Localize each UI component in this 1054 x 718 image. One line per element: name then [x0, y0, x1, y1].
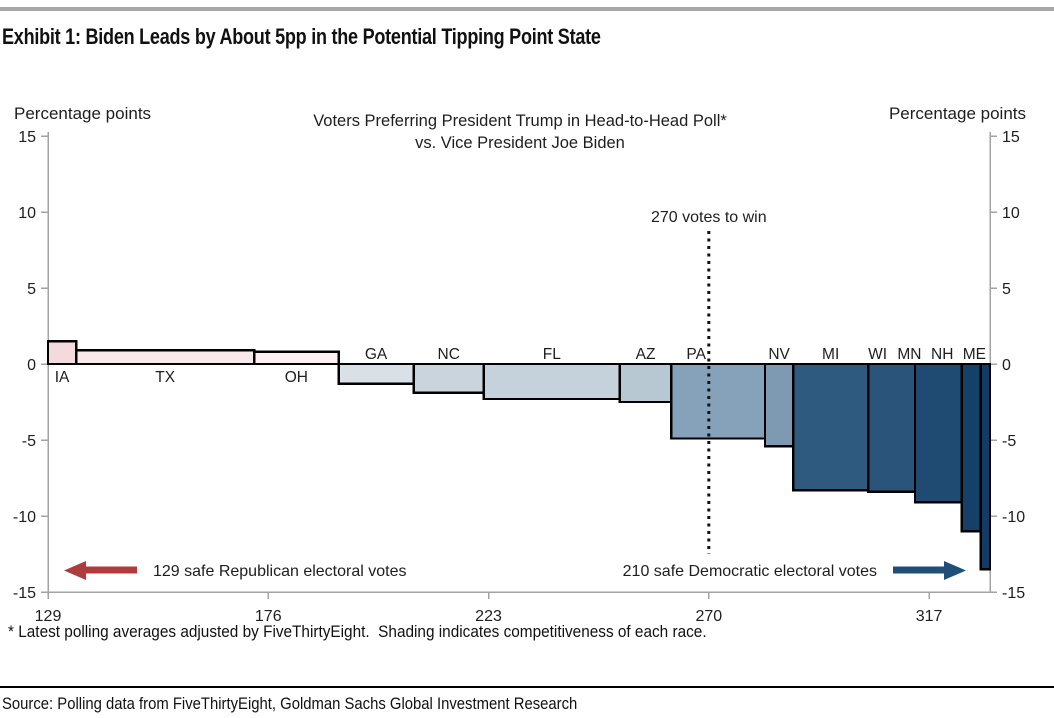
bar-wi — [866, 362, 917, 493]
bar-az — [618, 362, 673, 404]
state-label-ga: GA — [365, 346, 388, 363]
source-line: Source: Polling data from FiveThirtyEigh… — [2, 695, 578, 713]
state-label-nc: NC — [438, 346, 460, 363]
y-tick-label-right: 0 — [1002, 357, 1011, 374]
state-label-ia: IA — [55, 369, 70, 386]
bottom-divider — [0, 686, 1054, 688]
left-axis-title: Percentage points — [14, 104, 151, 123]
chart-subtitle-line2: vs. Vice President Joe Biden — [415, 134, 625, 152]
state-label-mn: MN — [897, 346, 921, 363]
y-tick-label-left: 0 — [27, 357, 36, 374]
y-tick-label-left: 5 — [27, 281, 36, 298]
top-divider — [0, 7, 1054, 11]
bar-mi — [791, 362, 870, 492]
y-tick-label-right: 5 — [1002, 281, 1011, 298]
right-axis-title: Percentage points — [889, 104, 1026, 123]
chart-subtitle-line1: Voters Preferring President Trump in Hea… — [313, 112, 727, 130]
y-tick-label-left: 15 — [18, 129, 36, 146]
y-tick-label-right: 10 — [1002, 205, 1020, 222]
state-label-az: AZ — [636, 346, 656, 363]
state-label-wi: WI — [868, 346, 887, 363]
bar-oh — [253, 350, 340, 366]
safe-democratic-label: 210 safe Democratic electoral votes — [623, 563, 877, 580]
x-tick-label: 317 — [916, 608, 943, 625]
bar-nc — [412, 362, 486, 395]
state-label-nv: NV — [768, 346, 790, 363]
state-label-oh: OH — [285, 369, 308, 386]
state-label-me: ME — [963, 346, 986, 363]
state-label-mi: MI — [822, 346, 839, 363]
bar-nh — [960, 362, 982, 533]
bar-mn — [913, 362, 964, 504]
y-tick-label-right: 15 — [1002, 129, 1020, 146]
bar-tx — [74, 349, 256, 366]
bar-ia — [46, 340, 78, 366]
bar-fl — [482, 362, 621, 401]
y-tick-label-right: -5 — [1002, 433, 1016, 450]
y-tick-label-left: 10 — [18, 205, 36, 222]
y-tick-label-right: -15 — [1002, 585, 1025, 602]
bar-pa — [670, 362, 767, 440]
threshold-label: 270 votes to win — [651, 209, 767, 226]
state-label-tx: TX — [155, 369, 175, 386]
state-label-nh: NH — [931, 346, 953, 363]
safe-democratic-arrow-head — [944, 561, 966, 580]
bar-me — [979, 362, 992, 571]
state-label-fl: FL — [543, 346, 561, 363]
bar-nv — [763, 362, 795, 448]
x-tick-label: 176 — [255, 608, 282, 625]
y-tick-label-left: -5 — [22, 433, 36, 450]
state-label-pa: PA — [686, 346, 706, 363]
y-tick-label-left: -15 — [13, 585, 36, 602]
bar-ga — [337, 362, 415, 385]
safe-republican-label: 129 safe Republican electoral votes — [153, 563, 407, 580]
x-tick-label: 223 — [475, 608, 502, 625]
y-tick-label-right: -10 — [1002, 509, 1025, 526]
safe-republican-arrow-head — [64, 561, 86, 580]
x-tick-label: 129 — [35, 608, 62, 625]
exhibit-title: Exhibit 1: Biden Leads by About 5pp in t… — [2, 24, 601, 49]
x-tick-label: 270 — [695, 608, 722, 625]
chart-footnote: * Latest polling averages adjusted by Fi… — [8, 623, 707, 641]
y-tick-label-left: -10 — [13, 509, 36, 526]
plot-area: 15 15 10 10 5 5 0 0 -5 -5 -10 -10 -15 -15 129 176 223 270… — [13, 129, 1025, 625]
